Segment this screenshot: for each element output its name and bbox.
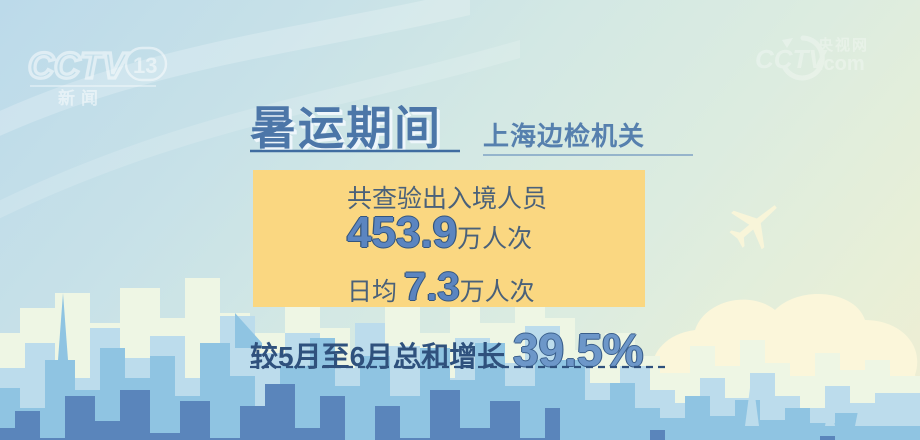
svg-text:央视网: 央视网 — [818, 36, 869, 54]
svg-text:新闻: 新闻 — [58, 88, 104, 108]
svg-text:CCTV: CCTV — [28, 45, 129, 86]
svg-text:13: 13 — [133, 53, 157, 78]
svg-text:.com: .com — [818, 53, 865, 75]
